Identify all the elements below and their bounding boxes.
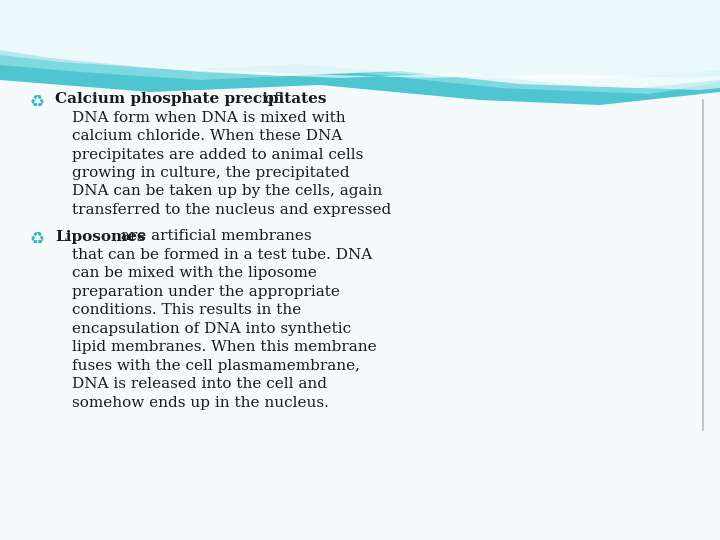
- Text: DNA form when DNA is mixed with: DNA form when DNA is mixed with: [72, 111, 346, 125]
- Text: Liposomes: Liposomes: [55, 230, 145, 244]
- Text: somehow ends up in the nucleus.: somehow ends up in the nucleus.: [72, 396, 329, 410]
- Text: DNA can be taken up by the cells, again: DNA can be taken up by the cells, again: [72, 185, 382, 199]
- Polygon shape: [0, 0, 720, 80]
- Text: encapsulation of DNA into synthetic: encapsulation of DNA into synthetic: [72, 322, 351, 336]
- Text: precipitates are added to animal cells: precipitates are added to animal cells: [72, 147, 364, 161]
- Text: of: of: [260, 92, 279, 106]
- Text: conditions. This results in the: conditions. This results in the: [72, 303, 301, 318]
- Text: preparation under the appropriate: preparation under the appropriate: [72, 285, 340, 299]
- Text: growing in culture, the precipitated: growing in culture, the precipitated: [72, 166, 350, 180]
- Text: fuses with the cell plasmamembrane,: fuses with the cell plasmamembrane,: [72, 359, 360, 373]
- Polygon shape: [0, 0, 720, 105]
- Text: ♻: ♻: [30, 92, 45, 110]
- Text: can be mixed with the liposome: can be mixed with the liposome: [72, 267, 317, 280]
- Polygon shape: [80, 60, 720, 90]
- Polygon shape: [0, 0, 720, 94]
- Text: transferred to the nucleus and expressed: transferred to the nucleus and expressed: [72, 203, 391, 217]
- Text: DNA is released into the cell and: DNA is released into the cell and: [72, 377, 327, 392]
- Text: ♻: ♻: [30, 230, 45, 247]
- Text: that can be formed in a test tube. DNA: that can be formed in a test tube. DNA: [72, 248, 372, 262]
- Text: Calcium phosphate precipitates: Calcium phosphate precipitates: [55, 92, 326, 106]
- Text: calcium chloride. When these DNA: calcium chloride. When these DNA: [72, 129, 342, 143]
- Text: are artificial membranes: are artificial membranes: [117, 230, 312, 244]
- Text: lipid membranes. When this membrane: lipid membranes. When this membrane: [72, 341, 377, 354]
- Polygon shape: [0, 0, 720, 88]
